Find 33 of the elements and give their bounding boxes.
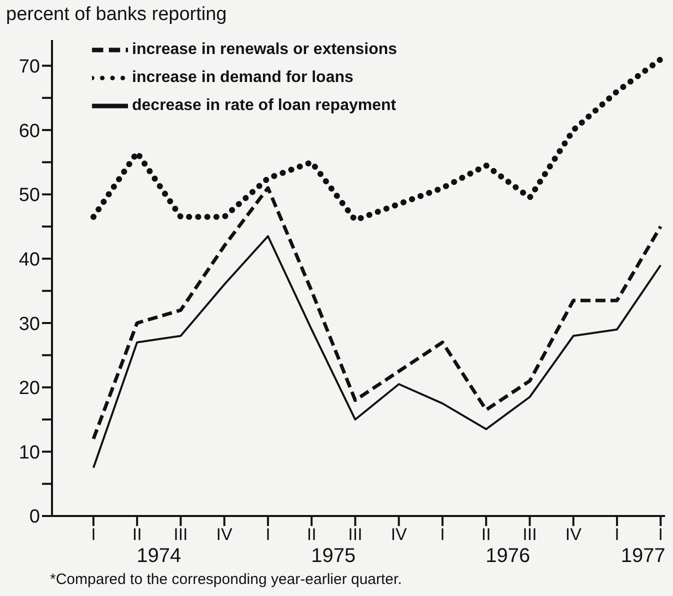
x-tick-label: III <box>348 525 362 544</box>
y-axis-title: percent of banks reporting <box>6 4 227 26</box>
x-tick-label: II <box>306 525 316 544</box>
y-tick-label: 50 <box>18 185 40 206</box>
y-tick-label: 60 <box>18 120 40 142</box>
y-tick-label: 70 <box>18 56 40 78</box>
y-tick-label: 10 <box>18 442 40 464</box>
legend-label: increase in renewals or extensions <box>132 41 398 58</box>
x-tick-label: IV <box>216 525 234 544</box>
legend-label: decrease in rate of loan repayment <box>132 97 396 114</box>
line-series <box>92 235 662 469</box>
x-tick-label: II <box>481 525 491 544</box>
x-tick-label: I <box>440 525 445 544</box>
x-tick-label: I <box>91 525 96 544</box>
text: 1976 <box>484 545 532 568</box>
text: *Compared to the corresponding year-earlier quarter. <box>50 571 402 588</box>
x-tick-label: I <box>266 525 270 544</box>
legend-label: increase in demand for loans <box>132 69 354 86</box>
line-series <box>92 186 662 441</box>
x-tick-label: I <box>614 525 620 544</box>
text: 1977 <box>620 545 666 568</box>
x-tick-label: IV <box>390 525 408 544</box>
x-tick-label: IV <box>565 525 582 544</box>
y-tick-label: 30 <box>18 314 40 335</box>
text: 1975 <box>310 545 357 568</box>
x-tick-label: III <box>174 525 188 544</box>
y-tick-label: 40 <box>18 249 40 270</box>
x-tick-label: I <box>658 525 664 544</box>
x-tick-label: III <box>522 525 537 544</box>
y-tick-label: 0 <box>29 506 40 528</box>
y-tick-label: 20 <box>18 378 40 400</box>
text: 1974 <box>136 545 182 568</box>
x-tick-label: II <box>132 525 142 544</box>
